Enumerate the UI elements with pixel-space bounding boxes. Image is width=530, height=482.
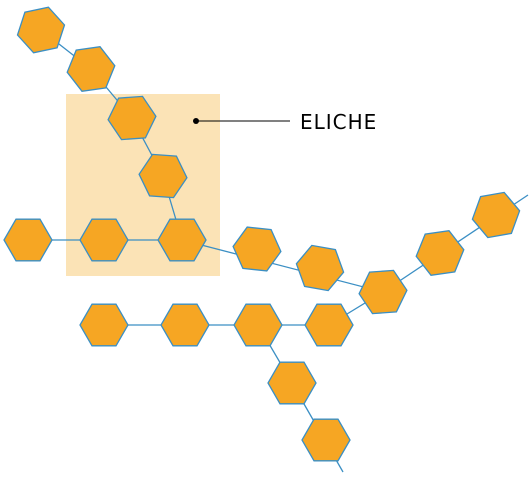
- hexagon-glucose-unit-icon: [16, 6, 66, 54]
- hexagon-glucose-unit-icon: [66, 46, 116, 92]
- hexagon-glucose-unit-icon: [232, 226, 282, 272]
- hexagon-glucose-unit-icon: [471, 191, 521, 239]
- hexagon-glucose-unit-icon: [295, 244, 345, 292]
- hexagon-glucose-unit-icon: [233, 303, 283, 347]
- hexagon-glucose-unit-icon: [301, 418, 351, 462]
- bond-line: [181, 239, 384, 293]
- glucose-units: [3, 6, 521, 462]
- hexagon-glucose-unit-icon: [79, 303, 129, 347]
- callout-label: ELICHE: [300, 110, 377, 134]
- hexagon-glucose-unit-icon: [3, 218, 53, 262]
- hexagon-glucose-unit-icon: [160, 303, 210, 347]
- hexagon-glucose-unit-icon: [107, 95, 157, 141]
- hexagon-glucose-unit-icon: [157, 218, 207, 262]
- hexagon-glucose-unit-icon: [358, 269, 408, 315]
- hexagon-glucose-unit-icon: [267, 361, 317, 405]
- hexagon-glucose-unit-icon: [138, 153, 188, 199]
- hexagon-glucose-unit-icon: [304, 303, 354, 347]
- callout-dot: [193, 118, 199, 124]
- hexagon-glucose-unit-icon: [415, 230, 465, 276]
- hexagon-glucose-unit-icon: [79, 218, 129, 262]
